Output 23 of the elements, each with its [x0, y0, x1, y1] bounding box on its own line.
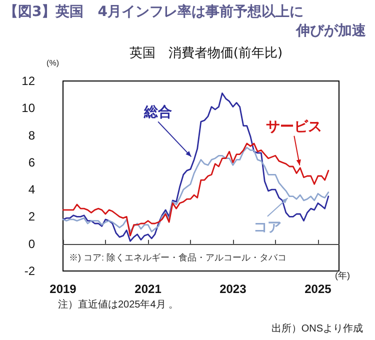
- text: 注）直近値は2025年4月 。: [58, 298, 179, 310]
- y-tick-label: 0: [28, 236, 36, 251]
- chart-subtitle: 英国 消費者物価(前年比): [129, 46, 283, 61]
- y-tick-label: 2: [28, 210, 36, 224]
- y-tick-label: 10: [22, 101, 36, 116]
- annotation: ※) コア: 除くエネルギー・食品・アルコール・タバコ: [69, 252, 286, 262]
- x-tick-label: 2019: [50, 282, 77, 296]
- legend-label: コア: [253, 218, 282, 234]
- chart-title: 【図3】英国 4月インフレ率は事前予想以上に伸びが加速: [4, 4, 366, 39]
- line-series: [62, 92, 330, 242]
- x-tick-label: 2025: [304, 282, 332, 296]
- y-tick-label: 6: [28, 155, 36, 170]
- y-tick-label: 12: [22, 74, 36, 88]
- y-axis-title: (%): [46, 58, 60, 68]
- text: 出所）ONSより作成: [271, 322, 363, 334]
- y-tick-label: -2: [24, 264, 36, 278]
- x-axis-title: (年): [335, 270, 350, 280]
- x-tick-label: 2023: [220, 282, 247, 296]
- x-tick-label: 2021: [134, 282, 162, 296]
- y-tick-label: 8: [28, 128, 36, 142]
- series-label: サービス: [266, 118, 322, 134]
- text: 総合: [143, 104, 172, 120]
- y-tick-label: 4: [28, 182, 36, 197]
